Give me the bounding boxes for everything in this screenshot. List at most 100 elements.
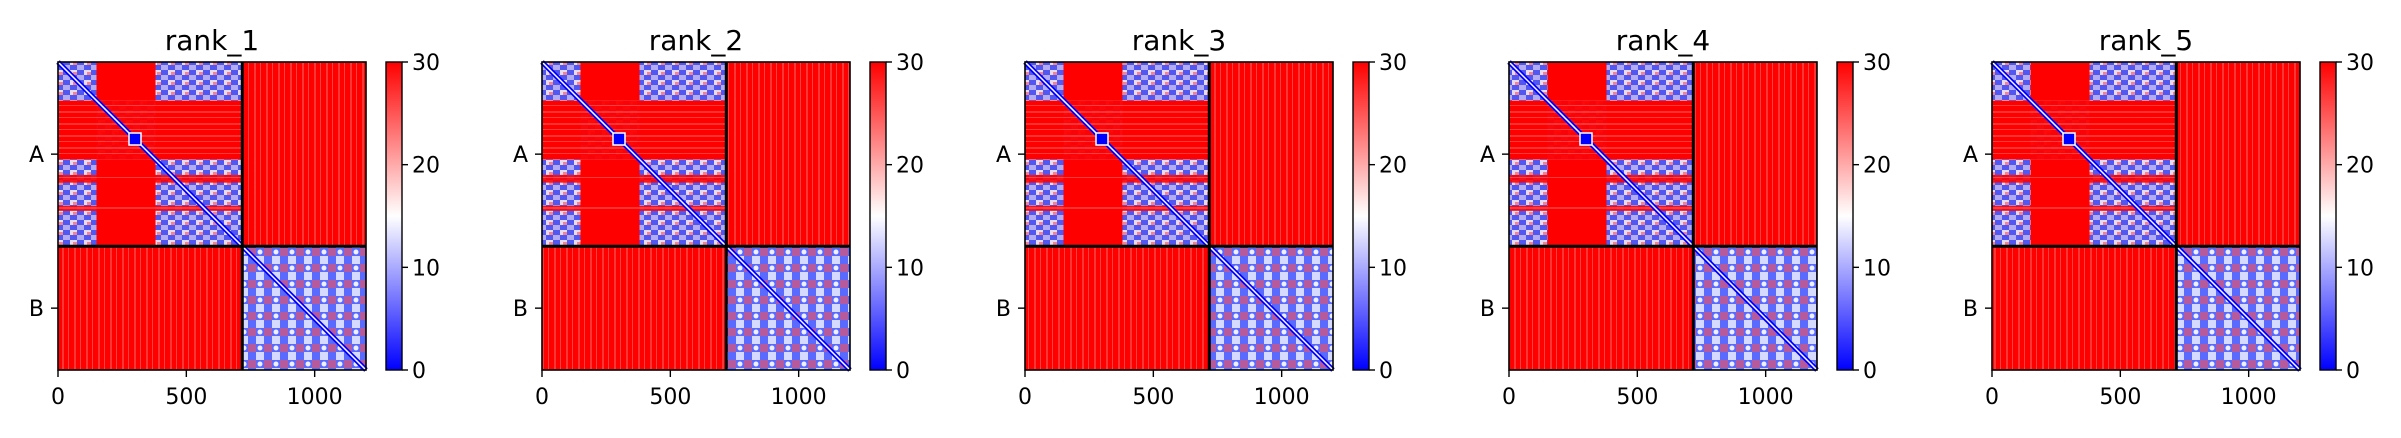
x-tick-label: 500: [1616, 385, 1658, 410]
colorbar-tick-label: 30: [412, 51, 440, 76]
block-ba: [58, 246, 243, 370]
diagonal-core: [57, 61, 367, 371]
panel-title: rank_1: [165, 24, 259, 57]
y-chain-label: A: [29, 143, 44, 168]
diagonal-core: [1991, 61, 2301, 371]
diagonal-knot: [2062, 132, 2076, 146]
axes-frame: [1991, 61, 2301, 371]
colorbar: [869, 61, 887, 371]
colorbar-tick-label: 30: [1379, 51, 1407, 76]
band-a: [542, 100, 727, 160]
band-a: [58, 100, 243, 160]
block-ab: [1693, 62, 1817, 247]
diagonal-knot: [612, 132, 626, 146]
panel-5: rank_5 0 500 1000 A B 0 10 20 30: [1963, 24, 2374, 410]
x-tick-label: 500: [1132, 385, 1174, 410]
panel-1: rank_1 0 500 1000 A B 0 10 20 30: [29, 24, 440, 410]
colorbar-tick-label: 20: [896, 154, 924, 179]
band-a: [1025, 174, 1210, 183]
block-ab: [242, 62, 366, 247]
y-chain-label: B: [29, 297, 44, 322]
y-chain-label: B: [1480, 297, 1495, 322]
y-chain-label: B: [1963, 297, 1978, 322]
colorbar-tick-label: 10: [1379, 256, 1407, 281]
x-tick-label: 500: [165, 385, 207, 410]
colorbar: [385, 61, 403, 371]
colorbar-tick-label: 20: [412, 154, 440, 179]
colorbar-tick-label: 20: [1863, 154, 1891, 179]
diagonal-knot: [128, 132, 142, 146]
block-ba: [1509, 246, 1694, 370]
colorbar-tick-label: 20: [1379, 154, 1407, 179]
x-tick-label: 0: [1985, 385, 1999, 410]
x-tick-label: 0: [1502, 385, 1516, 410]
heatmap: [1023, 60, 1335, 372]
colorbar: [2319, 61, 2337, 371]
domain-block-a: [639, 62, 727, 101]
colorbar-tick-label: 0: [412, 359, 426, 384]
x-tick-label: 0: [51, 385, 65, 410]
colorbar-tick-label: 10: [412, 256, 440, 281]
block-ba: [1992, 246, 2177, 370]
x-tick-label: 1000: [1738, 385, 1794, 410]
heatmap: [540, 60, 852, 372]
diagonal-core: [1508, 61, 1818, 371]
y-chain-label: A: [1480, 143, 1495, 168]
y-chain-label: B: [513, 297, 528, 322]
colorbar-tick-label: 30: [2346, 51, 2374, 76]
block-ba: [1025, 246, 1210, 370]
band-a: [1509, 174, 1694, 183]
domain-block-a: [155, 62, 243, 101]
domain-block-a: [1122, 62, 1210, 101]
band-a: [542, 174, 727, 183]
block-ba: [542, 246, 727, 370]
axes-frame: [57, 61, 367, 371]
panel-title: rank_4: [1616, 24, 1710, 57]
domain-block-a: [1606, 62, 1694, 101]
colorbar-tick-label: 10: [2346, 256, 2374, 281]
panel-title: rank_3: [1132, 24, 1226, 57]
x-tick-label: 1000: [1254, 385, 1310, 410]
colorbar-tick-label: 0: [1379, 359, 1393, 384]
block-ab: [2176, 62, 2300, 247]
x-tick-label: 500: [649, 385, 691, 410]
x-tick-label: 1000: [771, 385, 827, 410]
colorbar-tick-label: 0: [1863, 359, 1877, 384]
diagonal-core: [541, 61, 851, 371]
domain-block-a: [1992, 159, 2031, 247]
colorbar-tick-label: 0: [2346, 359, 2360, 384]
band-a: [1992, 205, 2177, 211]
panel-2: rank_2 0 500 1000 A B 0 10 20 30: [513, 24, 924, 410]
y-chain-label: B: [996, 297, 1011, 322]
heatmap: [56, 60, 368, 372]
panel-4: rank_4 0 500 1000 A B 0 10 20 30: [1480, 24, 1891, 410]
axes-frame: [541, 61, 851, 371]
colorbar: [1352, 61, 1370, 371]
colorbar-tick-label: 10: [896, 256, 924, 281]
x-tick-label: 1000: [2221, 385, 2277, 410]
x-tick-label: 0: [1018, 385, 1032, 410]
colorbar-tick-label: 30: [1863, 51, 1891, 76]
band-a: [1025, 205, 1210, 211]
x-tick-label: 0: [535, 385, 549, 410]
colorbar: [1836, 61, 1854, 371]
y-chain-label: A: [996, 143, 1011, 168]
axes-frame: [1508, 61, 1818, 371]
band-a: [1025, 100, 1210, 160]
block-ab: [726, 62, 850, 247]
diagonal-knot: [1579, 132, 1593, 146]
panel-title: rank_2: [649, 24, 743, 57]
colorbar-tick-label: 10: [1863, 256, 1891, 281]
domain-block-a: [2089, 62, 2177, 101]
band-a: [1992, 100, 2177, 160]
domain-block-a: [1025, 159, 1064, 247]
diagonal-knot: [1095, 132, 1109, 146]
diagonal-core: [1024, 61, 1334, 371]
band-a: [1509, 205, 1694, 211]
colorbar-tick-label: 0: [896, 359, 910, 384]
domain-block-a: [542, 159, 581, 247]
band-a: [542, 205, 727, 211]
band-a: [58, 205, 243, 211]
block-ab: [1209, 62, 1333, 247]
domain-block-a: [58, 159, 97, 247]
